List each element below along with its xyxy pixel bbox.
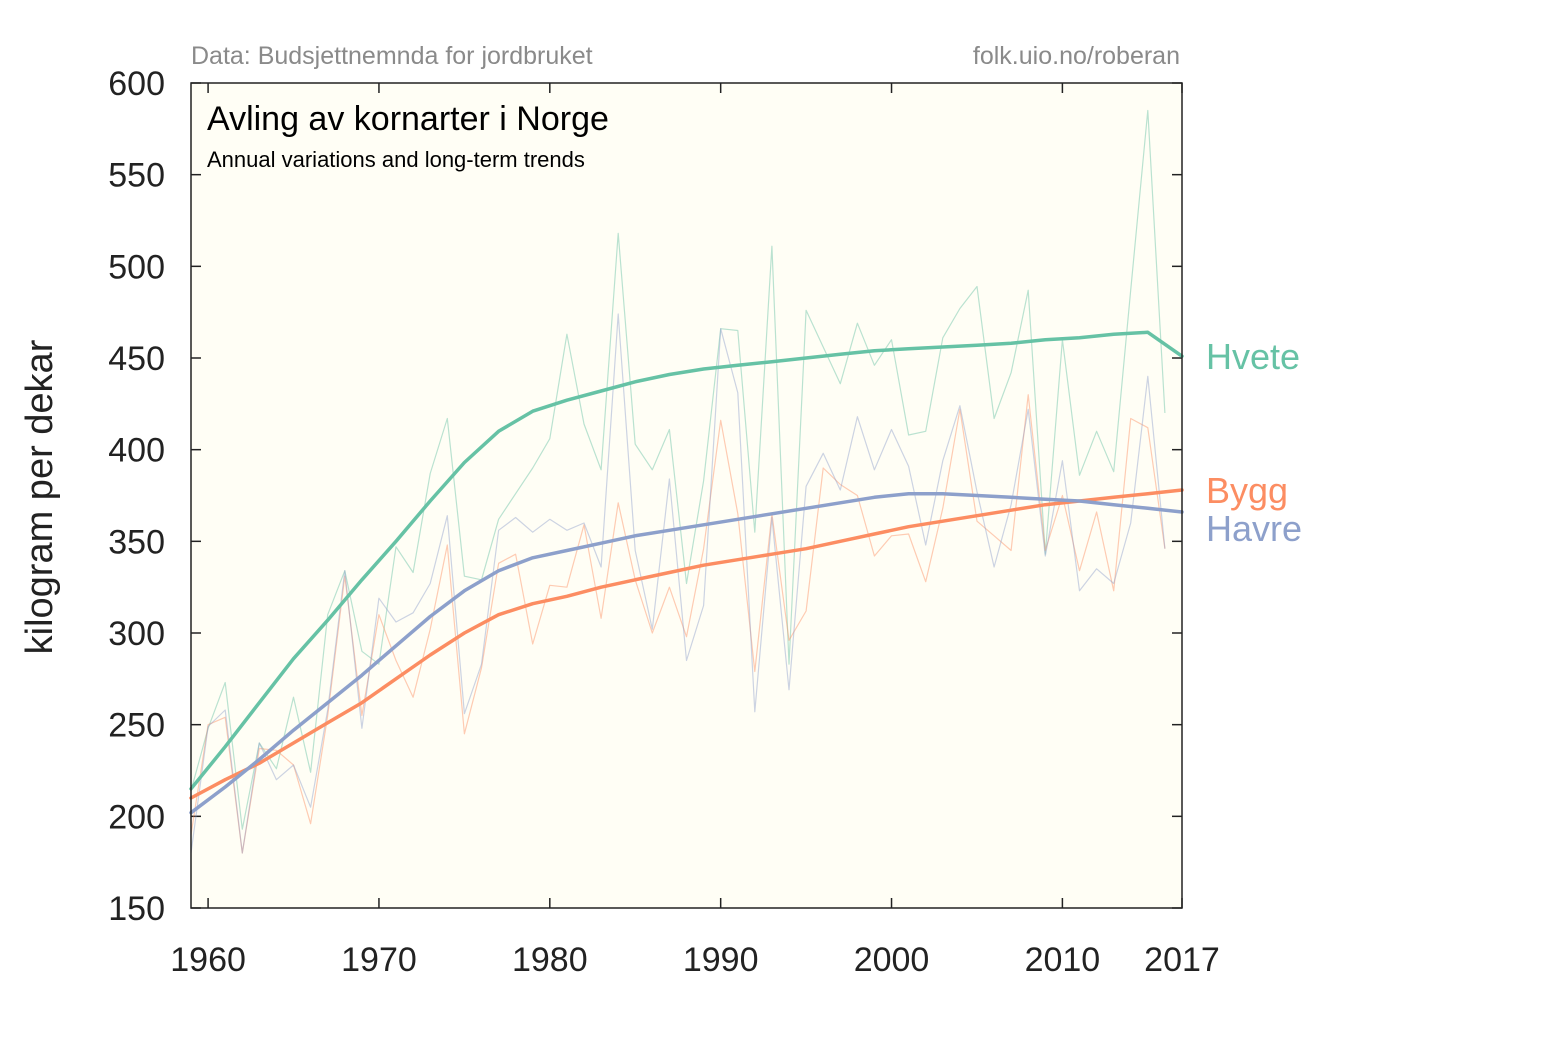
y-tick-label: 300 (108, 615, 165, 653)
x-tick-label: 1990 (683, 941, 759, 979)
x-tick-label: 1970 (341, 941, 417, 979)
hvete-trend-line (189, 330, 1184, 791)
bygg-annual-line (190, 394, 1166, 854)
source-url-label: folk.uio.no/roberan (973, 42, 1180, 70)
y-tick-label: 450 (108, 340, 165, 378)
x-tick-label: 2010 (1025, 941, 1101, 979)
y-tick-label: 150 (108, 890, 165, 928)
y-tick-label: 200 (108, 798, 165, 836)
x-tick-label: 2000 (854, 941, 930, 979)
hvete-annual-line (190, 109, 1166, 830)
trend-lines (189, 330, 1184, 815)
y-axis-title: kilogram per dekar (19, 339, 61, 654)
x-tick-label: 1960 (170, 941, 246, 979)
havre-series-label: Havre (1206, 508, 1302, 549)
y-tick-label: 350 (108, 523, 165, 561)
y-tick-label: 500 (108, 248, 165, 286)
bygg-trend-line (189, 488, 1184, 800)
x-tick-label: 2017 (1144, 941, 1220, 979)
havre-trend-line (189, 491, 1184, 815)
hvete-series-label: Hvete (1206, 336, 1300, 377)
y-tick-label: 550 (108, 157, 165, 195)
bygg-series-label: Bygg (1206, 470, 1288, 511)
y-tick-label: 250 (108, 707, 165, 745)
y-tick-label: 400 (108, 432, 165, 470)
plot-area (191, 83, 1182, 908)
plot-frame (190, 82, 1183, 909)
chart-subtitle: Annual variations and long-term trends (207, 147, 585, 172)
chart-title: Avling av kornarter i Norge (207, 100, 609, 138)
axis-ticks: 150 200 250 300 350 400 450 500 550 600 1960 1970 19… (108, 65, 1220, 979)
x-tick-label: 1980 (512, 941, 588, 979)
source-data-label: Data: Budsjettnemnda for jordbruket (191, 42, 593, 70)
y-tick-label: 600 (108, 65, 165, 103)
